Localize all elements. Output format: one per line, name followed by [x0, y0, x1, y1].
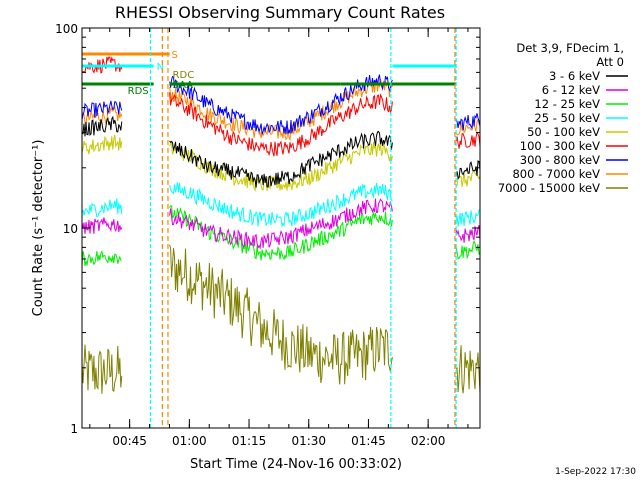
flag-label-rdc: RDC [173, 70, 195, 81]
legend-label: 50 - 100 keV [527, 125, 600, 139]
flag-label-saa: SAA [173, 80, 194, 91]
legend-header: Det 3,9, FDecim 1, [516, 41, 624, 55]
legend-label: 25 - 50 keV [534, 111, 600, 125]
flag-label-s: S [172, 50, 178, 61]
x-tick-label: 01:00 [172, 434, 207, 448]
y-tick-label: 10 [63, 222, 78, 236]
x-tick-label: 02:00 [411, 434, 446, 448]
x-tick-label: 01:45 [351, 434, 386, 448]
legend-label: 800 - 7000 keV [512, 167, 600, 181]
x-axis-label: Start Time (24-Nov-16 00:33:02) [190, 457, 402, 472]
y-tick-label: 100 [55, 22, 78, 36]
x-tick-label: 01:30 [291, 434, 326, 448]
series-line-7000-15000-kev [82, 244, 480, 394]
legend-label: 3 - 6 keV [549, 69, 600, 83]
legend-label: 300 - 800 keV [520, 153, 600, 167]
text-layer: RHESSI Observing Summary Count Rates Sta… [31, 3, 636, 477]
series-line-12-25-kev [82, 205, 480, 267]
series-line-25-50-kev [82, 182, 480, 228]
y-axis-label: Count Rate (s⁻¹ detector⁻¹) [31, 140, 46, 317]
legend-label: 6 - 12 keV [542, 83, 600, 97]
x-tick-label: 00:45 [112, 434, 147, 448]
series-line-6-12-kev [82, 198, 480, 250]
flag-label-n: N [157, 62, 164, 73]
axes-frame: 1 10 100 00:45 01:00 01:15 01:30 01:45 02:00 [55, 22, 481, 448]
legend-label: 100 - 300 keV [520, 139, 600, 153]
legend-label: 7000 - 15000 keV [498, 181, 600, 195]
series-line-3-6-kev [82, 115, 480, 188]
data-layer: SN RDC RDS SAA [82, 28, 480, 428]
flag-label-rds: RDS [128, 86, 149, 97]
footer-timestamp: 1-Sep-2022 17:30 [555, 467, 636, 477]
chart-title: RHESSI Observing Summary Count Rates [115, 3, 445, 22]
legend-header: Att 0 [596, 55, 624, 69]
y-tick-label: 1 [70, 422, 78, 436]
series-line-100-300-kev [82, 56, 480, 157]
legend-label: 12 - 25 keV [534, 97, 600, 111]
x-tick-label: 01:15 [232, 434, 267, 448]
series-group [82, 52, 480, 394]
